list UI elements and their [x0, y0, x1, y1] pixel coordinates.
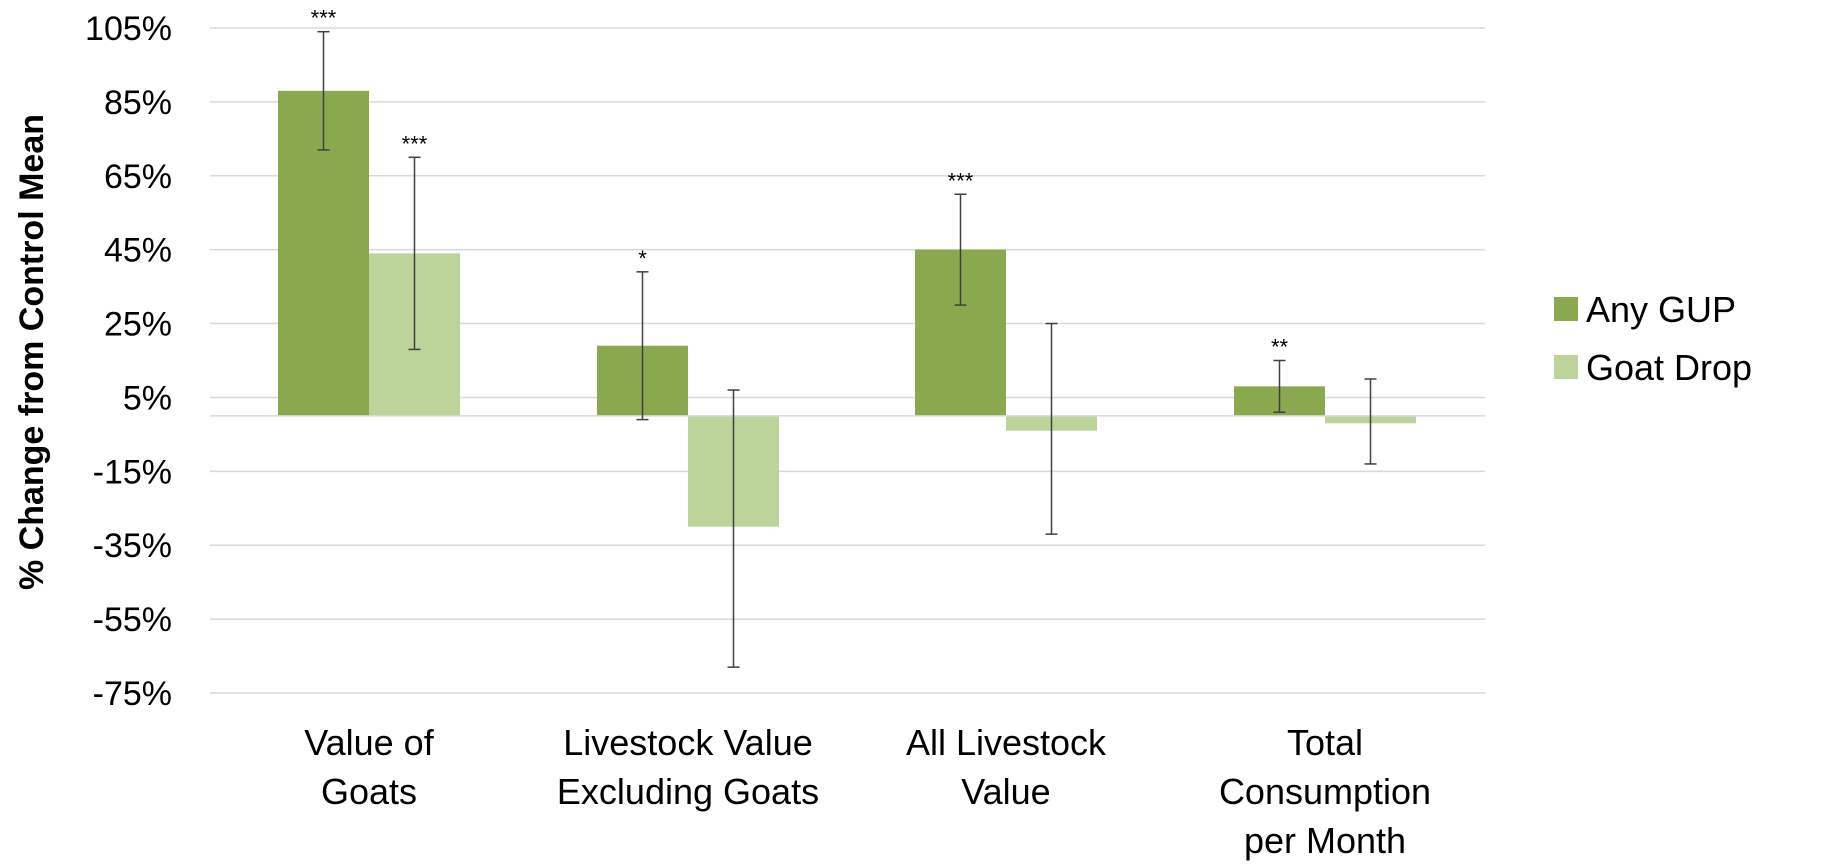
bars	[278, 90, 1416, 527]
y-axis-ticks: 105% 85% 65% 45% 25% 5% -15% -35% -55% -75%	[85, 10, 172, 713]
x-category-label: All Livestock Value	[906, 722, 1107, 812]
y-tick-label: 105%	[85, 10, 172, 48]
error-bar	[727, 389, 740, 668]
error-bar	[317, 30, 330, 151]
legend-swatch	[1554, 297, 1578, 321]
y-tick-label: -55%	[93, 601, 172, 639]
y-tick-label: -15%	[93, 453, 172, 491]
legend: Any GUP Goat Drop	[1554, 289, 1752, 388]
significance-label: ***	[948, 168, 974, 193]
error-bar	[1273, 359, 1286, 413]
error-bar	[1045, 322, 1058, 535]
error-bar	[408, 156, 421, 351]
x-category-label: Value of Goats	[304, 722, 434, 812]
legend-label: Any GUP	[1586, 289, 1736, 330]
y-tick-label: 45%	[104, 232, 172, 270]
significance-label: ***	[311, 6, 337, 31]
x-category-label: Total Consumption per Month	[1219, 722, 1431, 861]
error-bar	[636, 271, 649, 421]
significance-label: ***	[402, 131, 428, 156]
error-bar	[1364, 378, 1377, 465]
significance-label: **	[1271, 335, 1289, 360]
y-tick-label: 65%	[104, 158, 172, 196]
x-axis-categories: Value of Goats Livestock Value Excluding Go…	[304, 722, 1431, 861]
y-tick-label: -35%	[93, 527, 172, 565]
significance-labels: ************	[311, 6, 1289, 360]
error-bar	[954, 193, 967, 306]
y-tick-label: 25%	[104, 306, 172, 344]
legend-item: Goat Drop	[1554, 347, 1752, 388]
x-category-label: Livestock Value Excluding Goats	[557, 722, 819, 812]
legend-swatch	[1554, 355, 1578, 379]
legend-label: Goat Drop	[1586, 347, 1752, 388]
error-bars	[317, 30, 1377, 668]
legend-item: Any GUP	[1554, 289, 1736, 330]
y-tick-label: 85%	[104, 84, 172, 122]
significance-label: *	[638, 246, 647, 271]
y-axis-label: % Change from Control Mean	[13, 114, 51, 590]
y-tick-label: 5%	[123, 379, 172, 417]
y-tick-label: -75%	[93, 675, 172, 713]
